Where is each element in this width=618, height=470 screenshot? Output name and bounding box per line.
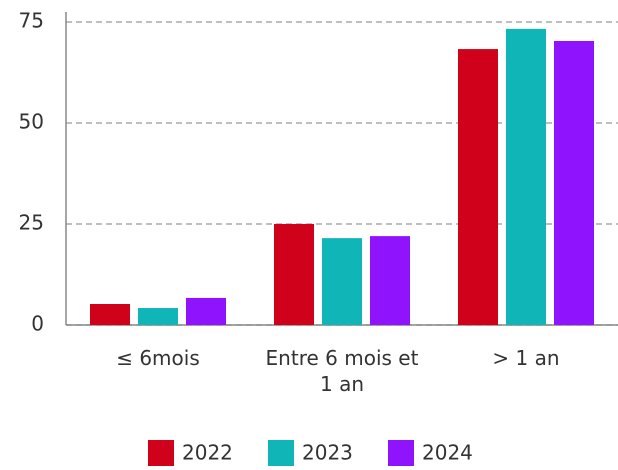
bar xyxy=(274,224,314,325)
legend-swatch xyxy=(388,440,414,466)
bar xyxy=(90,303,130,325)
legend-swatch xyxy=(268,440,294,466)
bar xyxy=(506,28,546,325)
legend-label: 2022 xyxy=(182,441,233,465)
y-tick-label: 50 xyxy=(19,110,44,134)
y-tick-label: 75 xyxy=(19,9,44,33)
x-tick-label: > 1 an xyxy=(492,346,560,370)
x-tick-label: Entre 6 mois et 1 an xyxy=(265,346,419,396)
bar xyxy=(186,297,226,325)
legend-swatch xyxy=(148,440,174,466)
bar xyxy=(370,236,410,325)
bar xyxy=(138,308,178,325)
x-tick-label: ≤ 6mois xyxy=(116,346,200,370)
bar xyxy=(554,40,594,325)
bar xyxy=(322,238,362,325)
bar xyxy=(458,49,498,326)
legend-label: 2024 xyxy=(422,441,473,465)
y-tick-label: 0 xyxy=(31,312,44,336)
y-tick-label: 25 xyxy=(19,211,44,235)
legend-label: 2023 xyxy=(302,441,353,465)
